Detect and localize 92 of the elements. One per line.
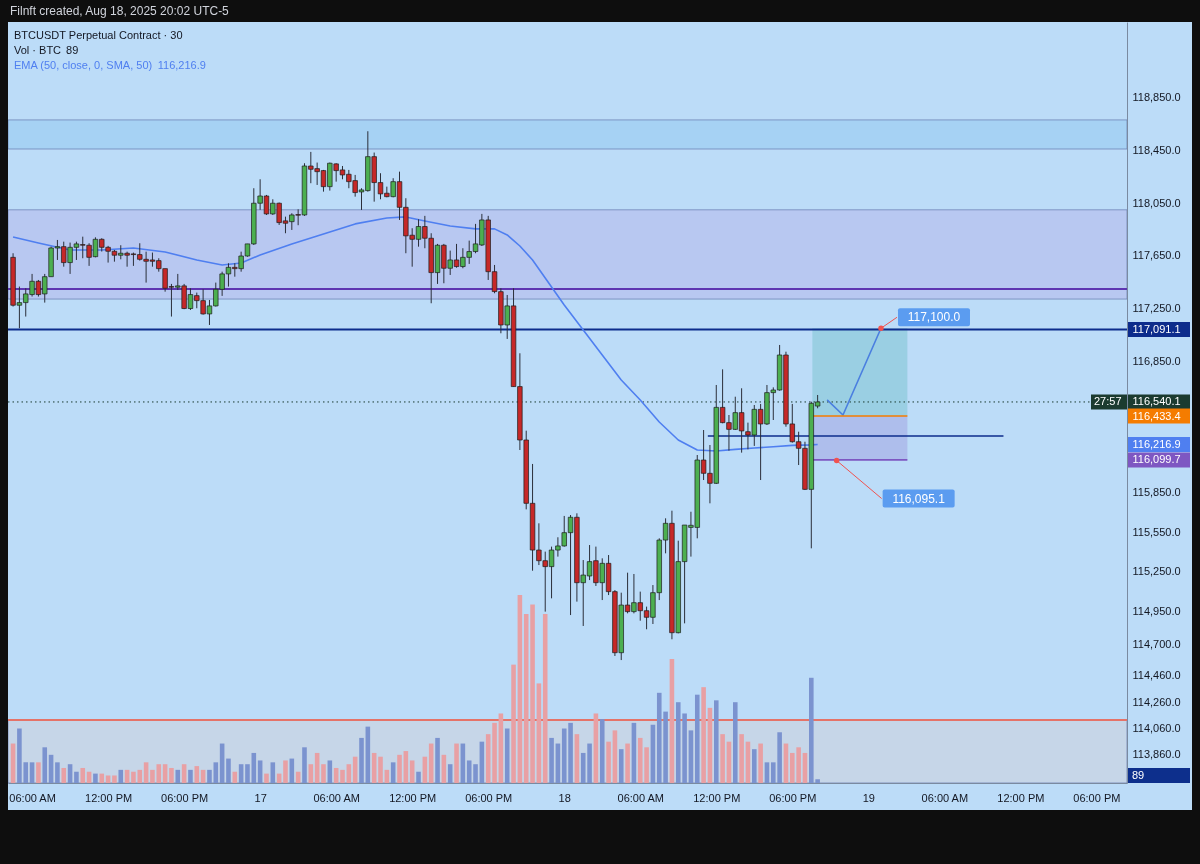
bar <box>55 762 60 783</box>
bar <box>473 764 478 783</box>
y-tick-label: 114,260.0 <box>1132 695 1181 708</box>
text: Filnft created, Aug 18, 2025 20:02 UTC-5 <box>10 4 229 18</box>
y-tick-label: 115,550.0 <box>1132 525 1181 538</box>
bar <box>713 700 719 783</box>
x-tick-label: 19 <box>862 791 875 804</box>
chart-title: Vol · BTC <box>14 44 62 56</box>
bar <box>105 775 111 783</box>
x-tick-label: 17 <box>254 791 267 804</box>
bar <box>416 771 421 783</box>
bar <box>549 737 554 783</box>
bar <box>340 769 345 783</box>
x-tick-label: 06:00 PM <box>465 791 513 804</box>
bar <box>112 775 117 783</box>
bar <box>264 773 269 783</box>
bar <box>694 694 700 783</box>
bar <box>435 737 440 783</box>
bar <box>397 754 402 783</box>
x-tick-label: 06:00 PM <box>161 791 209 804</box>
y-tick-label: 116,850.0 <box>1132 354 1181 367</box>
bar <box>511 664 516 783</box>
annotation: 116,216.9 <box>157 59 206 71</box>
y-tick-label: 115,850.0 <box>1132 486 1181 499</box>
y-tick-label: 117,250.0 <box>1132 302 1181 315</box>
y-tick-label: 117,650.0 <box>1132 249 1181 262</box>
bar <box>739 734 744 783</box>
bar <box>758 743 763 783</box>
bar <box>61 767 67 783</box>
text: BTCUSDT Perpetual Contract · 30 <box>14 29 183 41</box>
x-tick-label: 18 <box>558 791 571 804</box>
bar <box>701 687 706 783</box>
y-tick-label: 114,060.0 <box>1132 721 1181 734</box>
bar <box>720 734 725 783</box>
y-tick-label: 116,540.1 <box>1132 395 1181 408</box>
bar <box>359 737 364 783</box>
bar <box>74 771 79 783</box>
bar <box>175 769 181 783</box>
bar <box>283 760 288 783</box>
bar <box>80 767 86 783</box>
y-tick-label: 118,450.0 <box>1132 144 1181 157</box>
text: EMA (50, close, 0, SMA, 50) <box>14 59 153 71</box>
line-series <box>12 216 819 452</box>
bar <box>732 702 738 783</box>
bar <box>118 769 124 783</box>
y-tick-label: 116,433.4 <box>1132 409 1181 422</box>
y-tick-label: 115,250.0 <box>1132 565 1181 578</box>
bar <box>618 749 624 783</box>
x-tick-label: 12:00 PM <box>997 791 1045 804</box>
bar <box>93 773 98 783</box>
x-tick-label: 06:00 PM <box>1073 791 1121 804</box>
bar <box>751 749 757 783</box>
y-tick-label: 113,860.0 <box>1132 748 1181 761</box>
bar <box>245 764 250 783</box>
bar <box>321 764 326 783</box>
x-tick-label: 12:00 PM <box>389 791 437 804</box>
y-tick-label: 114,950.0 <box>1132 604 1181 617</box>
bar <box>599 719 605 783</box>
bar <box>606 741 611 783</box>
y-tick-label: 117,091.1 <box>1132 322 1181 335</box>
x-tick-label: 06:00 AM <box>9 791 56 804</box>
x-tick-label: 06:00 AM <box>313 791 360 804</box>
bar <box>378 756 383 783</box>
y-tick-label: 118,050.0 <box>1132 196 1181 209</box>
bar <box>625 743 630 783</box>
y-tick-label: 116,099.7 <box>1132 453 1181 466</box>
bar <box>42 747 48 783</box>
annotation: 117,100.0 <box>907 310 961 325</box>
y-tick-label: 116,216.9 <box>1132 438 1181 450</box>
annotation: 27:57 <box>1094 394 1122 407</box>
bar <box>232 771 238 783</box>
x-tick-label: 06:00 PM <box>769 791 817 804</box>
x-tick-label: 06:00 AM <box>617 791 664 804</box>
bar <box>36 762 41 783</box>
x-tick-label: 06:00 AM <box>921 791 969 804</box>
x-tick-label: 12:00 PM <box>85 791 133 804</box>
annotation: 89 <box>66 44 79 56</box>
bar <box>302 747 307 783</box>
bar <box>542 613 548 783</box>
bar <box>194 766 200 783</box>
y-tick-label: 114,700.0 <box>1132 637 1181 650</box>
x-tick-label: 12:00 PM <box>693 791 741 804</box>
bar <box>454 743 459 783</box>
bar <box>169 767 174 783</box>
bar <box>99 773 105 783</box>
bar <box>504 728 510 783</box>
bar <box>226 758 231 783</box>
bar <box>188 769 193 783</box>
y-tick-label: 118,850.0 <box>1132 91 1181 104</box>
text: 89 <box>1132 768 1145 781</box>
y-tick-label: 114,460.0 <box>1132 669 1181 682</box>
annotation: 116,095.1 <box>892 491 946 506</box>
